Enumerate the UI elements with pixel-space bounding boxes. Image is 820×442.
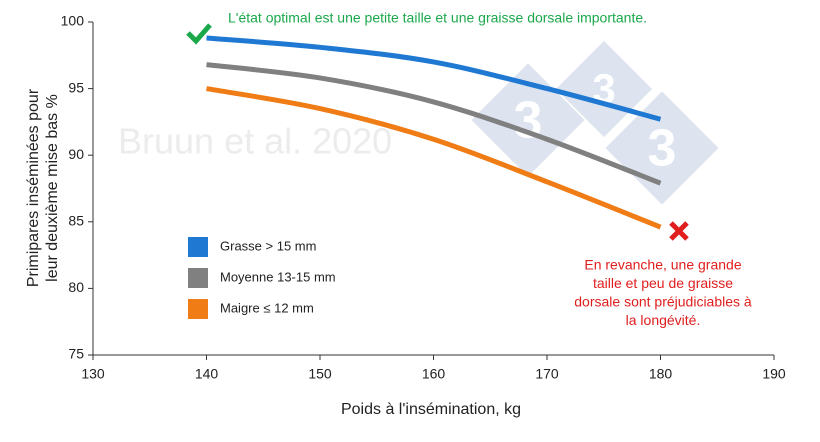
legend-label: Grasse > 15 mm (220, 238, 316, 253)
logo: 3 3 3 (471, 40, 719, 205)
legend-label: Maigre ≤ 12 mm (220, 300, 314, 315)
x-tick-label: 150 (308, 366, 332, 382)
x-tick-label: 160 (422, 366, 446, 382)
y-tick-label: 100 (61, 13, 85, 29)
y-axis-label: Primipares inséminées pour leur deuxième… (25, 88, 61, 287)
y-tick-label: 75 (68, 346, 84, 362)
y-axis-label-line: Primipares inséminées pour (25, 88, 42, 287)
annotation: L'état optimal est une petite taille et … (228, 10, 647, 26)
x-tick-label: 140 (195, 366, 219, 382)
svg-text:3: 3 (648, 120, 677, 178)
legend-swatch (188, 268, 208, 288)
x-tick-label: 180 (649, 366, 673, 382)
watermark: Bruun et al. 2020 (118, 121, 392, 162)
series-line (206, 62, 662, 186)
annotation: En revanche, une grande (584, 257, 741, 273)
series-line (206, 35, 662, 122)
annotation: dorsale sont préjudiciables à (574, 294, 752, 310)
annotation: la longévité. (626, 312, 701, 328)
x-axis-label: Poids à l'insémination, kg (341, 401, 521, 418)
legend-swatch (188, 299, 208, 319)
x-tick-label: 130 (81, 366, 105, 382)
annotation: taille et peu de graisse (593, 275, 733, 291)
x-tick-label: 190 (762, 366, 786, 382)
legend-swatch (188, 237, 208, 257)
y-tick-label: 80 (68, 279, 84, 295)
y-axis-label-line: leur deuxième mise bas % (44, 94, 61, 282)
y-tick-label: 85 (68, 213, 84, 229)
series-line (206, 86, 662, 230)
y-tick-label: 95 (68, 79, 84, 95)
check-icon (186, 23, 212, 45)
x-tick-label: 170 (535, 366, 559, 382)
y-tick-label: 90 (68, 146, 84, 162)
svg-text:3: 3 (514, 92, 543, 150)
cross-icon (669, 221, 689, 241)
legend-label: Moyenne 13-15 mm (220, 269, 336, 284)
